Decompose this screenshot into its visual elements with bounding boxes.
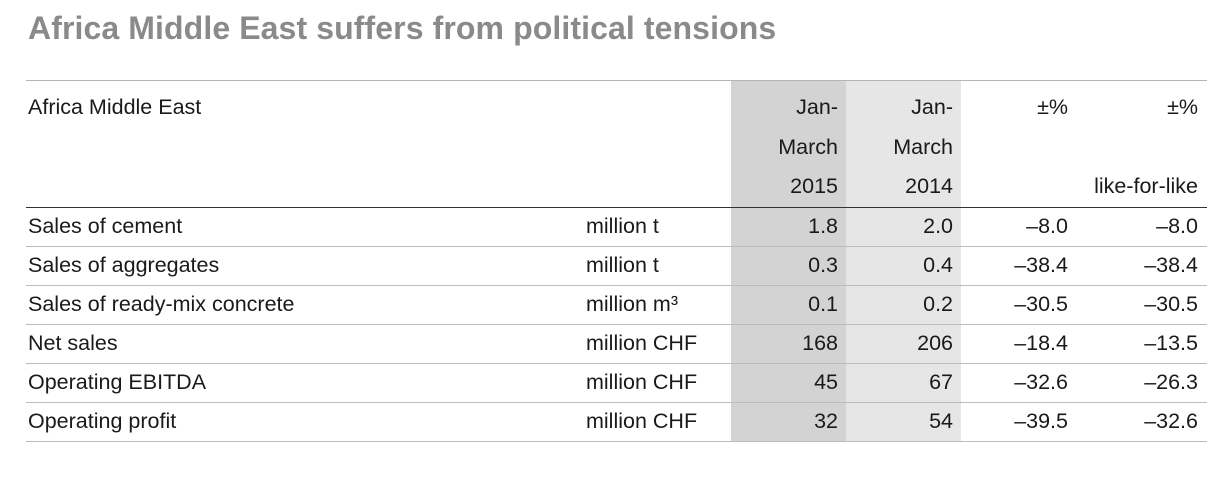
row-lfl: –8.0 xyxy=(1076,207,1207,247)
row-label: Sales of ready-mix concrete xyxy=(26,285,584,325)
row-change: –30.5 xyxy=(961,285,1076,325)
table-row: Operating EBITDA million CHF 45 67 –32.6… xyxy=(26,363,1207,403)
header-col-lfl: ±% like-for-like xyxy=(1076,81,1207,208)
row-lfl: –13.5 xyxy=(1076,324,1207,364)
row-value-2014: 54 xyxy=(846,402,961,442)
header-col-2015-line3: 2015 xyxy=(790,174,838,198)
table-row: Operating profit million CHF 32 54 –39.5… xyxy=(26,402,1207,442)
table-row: Net sales million CHF 168 206 –18.4 –13.… xyxy=(26,324,1207,364)
header-col-change-line1: ±% xyxy=(1037,95,1068,119)
table-row: Sales of aggregates million t 0.3 0.4 –3… xyxy=(26,246,1207,286)
header-region-label: Africa Middle East xyxy=(26,81,584,208)
header-col-2015-line2: March xyxy=(778,134,838,159)
header-col-2014-line1: Jan- xyxy=(911,95,953,119)
table-header-row: Africa Middle East Jan- March 2015 Jan- … xyxy=(26,81,1207,208)
table-row: Sales of ready-mix concrete million m³ 0… xyxy=(26,285,1207,325)
row-value-2014: 67 xyxy=(846,363,961,403)
row-label: Net sales xyxy=(26,324,584,364)
header-col-2015-line1: Jan- xyxy=(796,95,838,119)
row-change: –18.4 xyxy=(961,324,1076,364)
results-table: Africa Middle East Jan- March 2015 Jan- … xyxy=(26,80,1207,442)
row-label: Operating profit xyxy=(26,402,584,442)
row-change: –32.6 xyxy=(961,363,1076,403)
row-value-2014: 2.0 xyxy=(846,207,961,247)
header-col-change: ±% xyxy=(961,81,1076,208)
header-col-2014: Jan- March 2014 xyxy=(846,81,961,208)
row-value-2015: 32 xyxy=(731,402,846,442)
row-lfl: –32.6 xyxy=(1076,402,1207,442)
row-label: Sales of cement xyxy=(26,207,584,247)
row-change: –38.4 xyxy=(961,246,1076,286)
row-value-2015: 45 xyxy=(731,363,846,403)
row-change: –39.5 xyxy=(961,402,1076,442)
row-value-2014: 206 xyxy=(846,324,961,364)
header-col-lfl-line2 xyxy=(1076,128,1198,168)
header-col-lfl-line1: ±% xyxy=(1167,95,1198,119)
row-label: Sales of aggregates xyxy=(26,246,584,286)
row-lfl: –30.5 xyxy=(1076,285,1207,325)
header-unit xyxy=(584,81,731,208)
row-unit: million CHF xyxy=(584,363,731,403)
row-lfl: –26.3 xyxy=(1076,363,1207,403)
header-col-2015: Jan- March 2015 xyxy=(731,81,846,208)
page-title: Africa Middle East suffers from politica… xyxy=(28,10,777,46)
row-unit: million m³ xyxy=(584,285,731,325)
row-unit: million CHF xyxy=(584,324,731,364)
row-value-2014: 0.4 xyxy=(846,246,961,286)
header-col-2014-line2: March xyxy=(893,134,953,159)
row-value-2015: 0.1 xyxy=(731,285,846,325)
row-unit: million t xyxy=(584,207,731,247)
row-unit: million t xyxy=(584,246,731,286)
header-col-lfl-line3: like-for-like xyxy=(1094,174,1198,198)
table-row: Sales of cement million t 1.8 2.0 –8.0 –… xyxy=(26,207,1207,247)
row-label: Operating EBITDA xyxy=(26,363,584,403)
row-unit: million CHF xyxy=(584,402,731,442)
row-value-2015: 1.8 xyxy=(731,207,846,247)
row-change: –8.0 xyxy=(961,207,1076,247)
header-col-2014-line3: 2014 xyxy=(905,174,953,198)
row-value-2014: 0.2 xyxy=(846,285,961,325)
row-value-2015: 0.3 xyxy=(731,246,846,286)
row-value-2015: 168 xyxy=(731,324,846,364)
row-lfl: –38.4 xyxy=(1076,246,1207,286)
